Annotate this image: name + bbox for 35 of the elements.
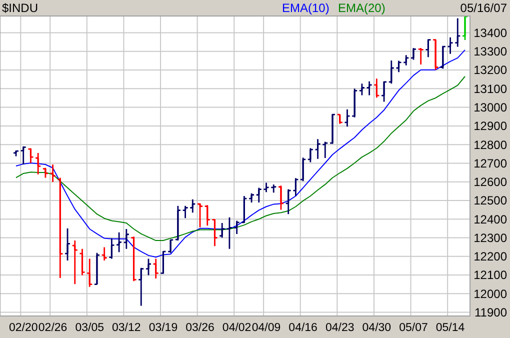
y-tick-label: 12300 (474, 230, 508, 245)
x-tick-label: 04/16 (288, 322, 318, 334)
y-tick-label: 12900 (474, 119, 508, 134)
chart-title: $INDU (2, 1, 38, 15)
y-tick-label: 12800 (474, 138, 508, 152)
x-tick-label: 04/02 (222, 322, 252, 334)
line-series (16, 76, 466, 242)
x-tick-label: 04/23 (325, 322, 354, 334)
y-tick-label: 12600 (474, 175, 508, 190)
y-tick-label: 12400 (474, 212, 508, 226)
x-tick-label: 02/20 (8, 322, 38, 334)
x-tick-label: 02/26 (38, 322, 68, 334)
y-tick-label: 13300 (474, 44, 508, 59)
y-tick-label: 13400 (474, 26, 508, 40)
line-series (16, 49, 466, 258)
y-tick-label: 11900 (474, 305, 508, 320)
y-tick-label: 12100 (474, 268, 508, 282)
text: 05/16/07 (460, 1, 508, 15)
x-tick-label: 03/05 (75, 322, 104, 334)
x-tick-label: 04/30 (362, 322, 392, 334)
x-tick-label: 03/19 (148, 322, 178, 334)
y-tick-label: 12500 (474, 194, 508, 208)
x-tick-label: 03/26 (186, 322, 214, 334)
x-tick-label: 03/12 (112, 322, 141, 334)
y-tick-label: 12000 (474, 286, 508, 301)
y-tick-label: 12700 (474, 156, 508, 170)
y-tick-label: 13200 (474, 63, 508, 78)
x-tick-label: 05/07 (399, 322, 428, 334)
y-tick-label: 12200 (474, 250, 508, 264)
text: EMA(10) (282, 1, 330, 15)
x-tick-label: 04/09 (252, 322, 281, 334)
y-tick-label: 13000 (474, 100, 508, 115)
text: EMA(20) (338, 1, 386, 15)
y-tick-label: 13100 (474, 82, 508, 96)
x-tick-label: 05/14 (436, 322, 466, 334)
